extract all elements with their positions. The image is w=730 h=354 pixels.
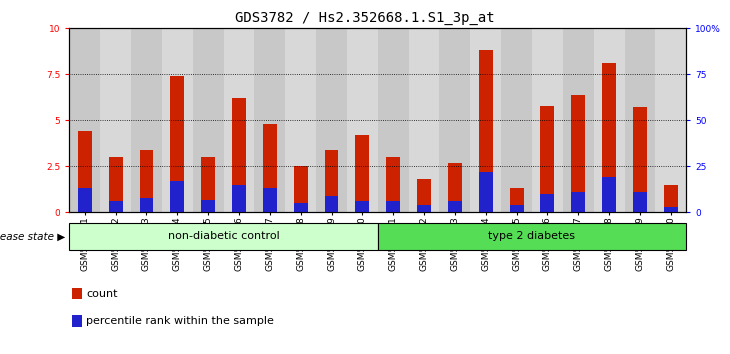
Bar bbox=[664, 207, 677, 212]
Bar bbox=[563, 28, 593, 212]
Bar bbox=[439, 28, 470, 212]
Bar bbox=[293, 166, 307, 212]
Bar bbox=[131, 28, 162, 212]
Bar bbox=[633, 108, 647, 212]
Bar bbox=[109, 201, 123, 212]
Bar bbox=[356, 201, 369, 212]
Bar bbox=[386, 201, 400, 212]
Text: count: count bbox=[86, 289, 118, 299]
Bar bbox=[263, 188, 277, 212]
Bar bbox=[656, 28, 686, 212]
Bar bbox=[479, 172, 493, 212]
Bar bbox=[139, 198, 153, 212]
Bar bbox=[263, 124, 277, 212]
Bar bbox=[448, 163, 462, 212]
Bar bbox=[417, 179, 431, 212]
Bar bbox=[78, 188, 92, 212]
Bar bbox=[602, 63, 616, 212]
Bar bbox=[139, 150, 153, 212]
Text: GDS3782 / Hs2.352668.1.S1_3p_at: GDS3782 / Hs2.352668.1.S1_3p_at bbox=[235, 11, 495, 25]
Bar bbox=[325, 196, 339, 212]
Bar bbox=[193, 28, 223, 212]
Bar bbox=[347, 28, 378, 212]
Bar bbox=[417, 205, 431, 212]
Bar bbox=[69, 28, 100, 212]
Bar bbox=[325, 150, 339, 212]
Text: percentile rank within the sample: percentile rank within the sample bbox=[86, 316, 274, 326]
Text: non-diabetic control: non-diabetic control bbox=[168, 231, 280, 241]
Bar bbox=[378, 223, 686, 250]
Bar bbox=[100, 28, 131, 212]
Bar bbox=[448, 201, 462, 212]
Bar bbox=[254, 28, 285, 212]
Bar bbox=[409, 28, 439, 212]
Bar bbox=[293, 203, 307, 212]
Bar bbox=[170, 181, 184, 212]
Text: type 2 diabetes: type 2 diabetes bbox=[488, 231, 575, 241]
Bar bbox=[572, 192, 585, 212]
Bar bbox=[501, 28, 532, 212]
Bar bbox=[285, 28, 316, 212]
Bar bbox=[378, 28, 409, 212]
Bar bbox=[109, 157, 123, 212]
Bar bbox=[625, 28, 656, 212]
Text: disease state ▶: disease state ▶ bbox=[0, 231, 66, 241]
Bar bbox=[316, 28, 347, 212]
Bar bbox=[602, 177, 616, 212]
Bar bbox=[232, 98, 246, 212]
Bar bbox=[510, 188, 523, 212]
Bar bbox=[633, 192, 647, 212]
Bar bbox=[170, 76, 184, 212]
Bar bbox=[72, 288, 82, 299]
Bar bbox=[532, 28, 563, 212]
Bar bbox=[572, 95, 585, 212]
Bar bbox=[356, 135, 369, 212]
Bar bbox=[593, 28, 624, 212]
Bar bbox=[479, 50, 493, 212]
Bar bbox=[510, 205, 523, 212]
Bar bbox=[78, 131, 92, 212]
Bar bbox=[540, 194, 554, 212]
Bar bbox=[470, 28, 501, 212]
Bar bbox=[162, 28, 193, 212]
Bar bbox=[386, 157, 400, 212]
Bar bbox=[69, 223, 378, 250]
Bar bbox=[540, 105, 554, 212]
Bar bbox=[201, 157, 215, 212]
Bar bbox=[72, 315, 82, 327]
Bar bbox=[232, 185, 246, 212]
Bar bbox=[201, 200, 215, 212]
Bar bbox=[223, 28, 255, 212]
Bar bbox=[664, 185, 677, 212]
